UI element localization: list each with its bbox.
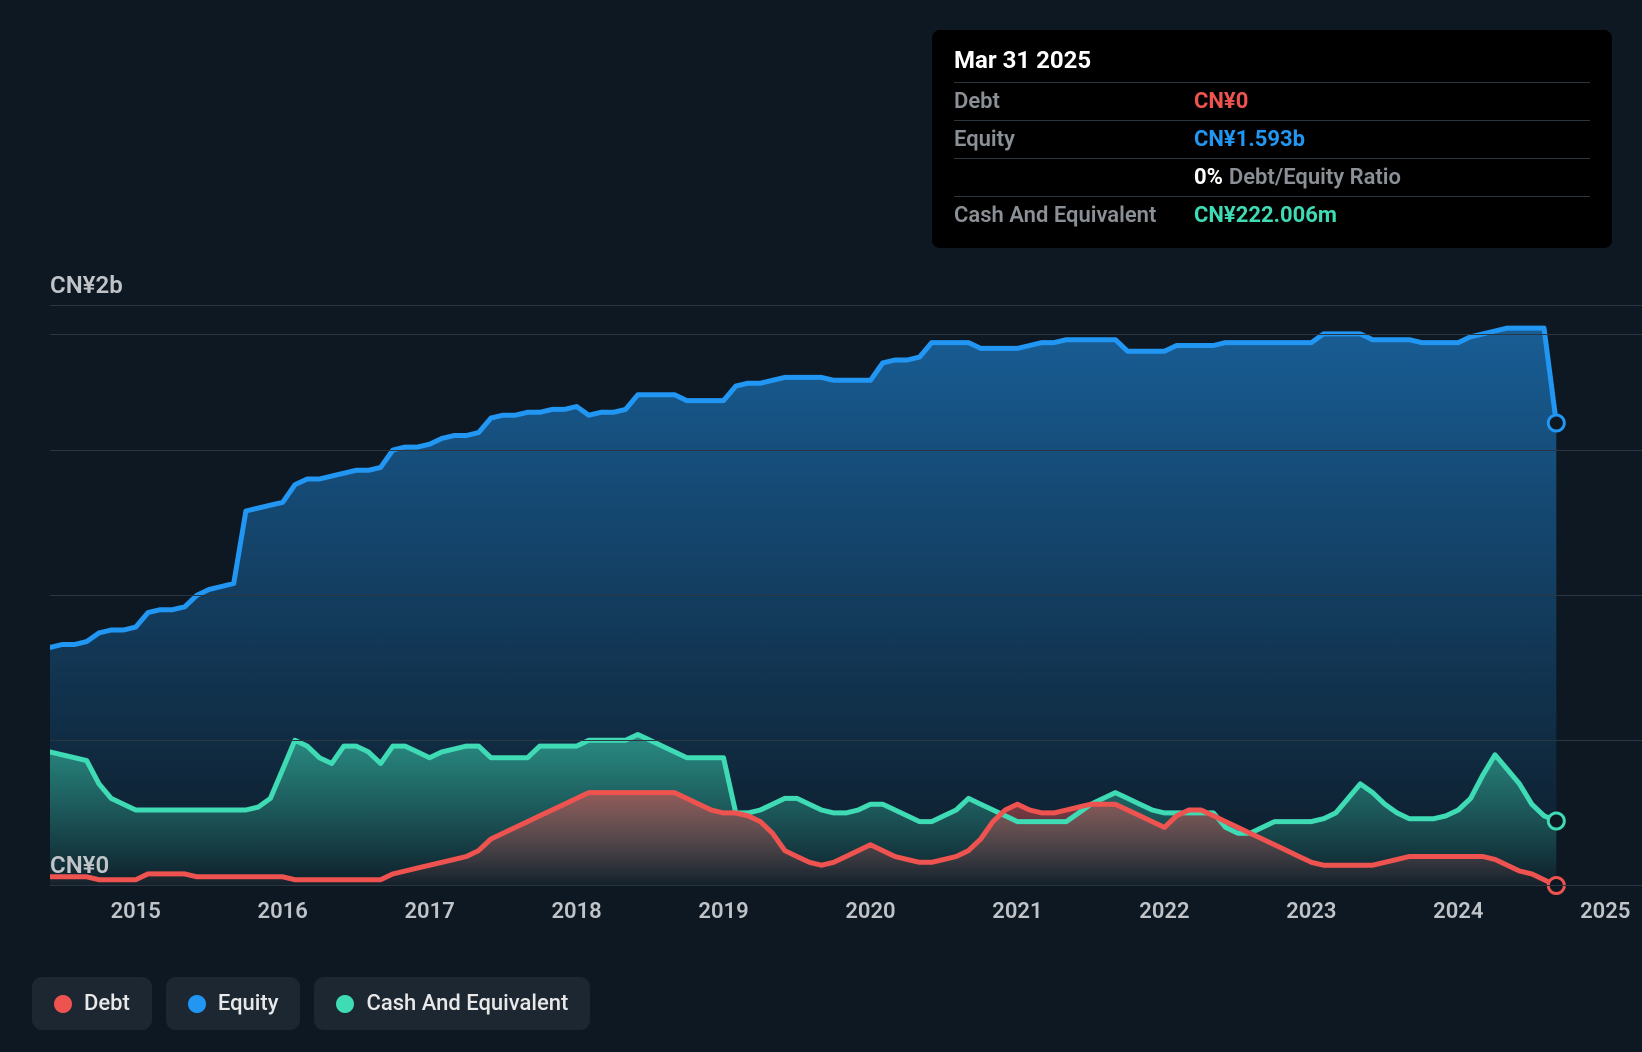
x-axis-label: 2016: [258, 899, 308, 924]
legend-dot-icon: [188, 995, 206, 1013]
tooltip-row-value: CN¥222.006m: [1194, 203, 1337, 228]
x-axis-label: 2018: [551, 899, 601, 924]
gridline: [50, 450, 1642, 451]
tooltip-row-value: CN¥0: [1194, 89, 1248, 114]
gridline: [50, 334, 1642, 335]
legend-item-equity[interactable]: Equity: [166, 977, 301, 1030]
gridline: [50, 305, 1642, 306]
tooltip-row-value: CN¥1.593b: [1194, 127, 1305, 152]
tooltip-row: DebtCN¥0: [954, 82, 1590, 120]
x-axis-label: 2017: [404, 899, 454, 924]
y-axis-label: CN¥0: [50, 851, 109, 879]
legend-item-cash[interactable]: Cash And Equivalent: [314, 977, 590, 1030]
tooltip-row: EquityCN¥1.593b: [954, 120, 1590, 158]
tooltip-row-value: 0%: [1194, 165, 1223, 190]
legend-label: Equity: [218, 991, 279, 1016]
equity-end-marker: [1548, 415, 1564, 431]
x-axis-label: 2024: [1433, 899, 1483, 924]
tooltip-row-label: Cash And Equivalent: [954, 203, 1194, 228]
x-axis-label: 2019: [698, 899, 748, 924]
x-axis-label: 2021: [992, 899, 1042, 924]
gridline: [50, 740, 1642, 741]
tooltip-row: Cash And EquivalentCN¥222.006m: [954, 196, 1590, 234]
legend-dot-icon: [54, 995, 72, 1013]
tooltip-row-suffix: Debt/Equity Ratio: [1229, 165, 1401, 190]
tooltip-row-label: Debt: [954, 89, 1194, 114]
chart-legend: Debt Equity Cash And Equivalent: [32, 977, 590, 1030]
x-axis-label: 2022: [1139, 899, 1189, 924]
legend-dot-icon: [336, 995, 354, 1013]
legend-label: Cash And Equivalent: [366, 991, 568, 1016]
debt-equity-chart: CN¥0 CN¥2b 2015 2016 2017 2018 2019 2020 2021 20…: [0, 0, 1642, 1052]
x-axis-label: 2023: [1286, 899, 1336, 924]
legend-label: Debt: [84, 991, 130, 1016]
tooltip-row-label: Equity: [954, 127, 1194, 152]
x-axis-label: 2015: [111, 899, 161, 924]
y-axis-label: CN¥2b: [50, 271, 123, 299]
legend-item-debt[interactable]: Debt: [32, 977, 152, 1030]
chart-tooltip: Mar 31 2025 DebtCN¥0EquityCN¥1.593b0%Deb…: [932, 30, 1612, 248]
tooltip-row: 0%Debt/Equity Ratio: [954, 158, 1590, 196]
x-axis-label: 2025: [1580, 899, 1630, 924]
tooltip-date: Mar 31 2025: [954, 46, 1590, 82]
gridline: [50, 595, 1642, 596]
cash-end-marker: [1548, 813, 1564, 829]
x-axis-label: 2020: [845, 899, 895, 924]
gridline: [50, 885, 1642, 886]
